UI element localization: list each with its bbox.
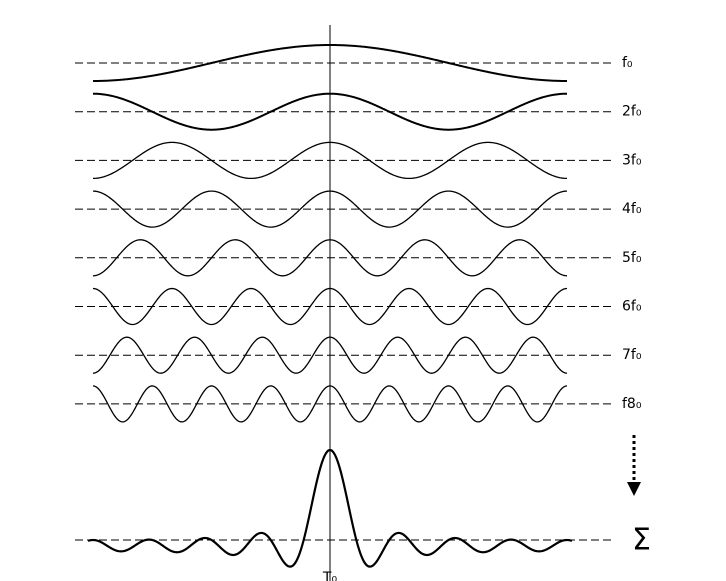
sum-wave bbox=[87, 448, 573, 568]
harmonic-wave bbox=[92, 385, 568, 423]
sum-label: Σ bbox=[632, 523, 651, 558]
harmonic-wave bbox=[93, 44, 567, 82]
arrow-head bbox=[627, 482, 641, 496]
harmonic-label: 2f₀ bbox=[622, 104, 642, 120]
harmonic-label: f₀ bbox=[622, 55, 633, 71]
harmonic-label: 4f₀ bbox=[622, 201, 642, 217]
time-label: T₀ bbox=[322, 570, 338, 581]
harmonic-label: f8₀ bbox=[622, 396, 642, 412]
harmonic-label: 5f₀ bbox=[622, 250, 642, 266]
harmonic-wave bbox=[92, 336, 568, 374]
harmonic-wave bbox=[92, 239, 568, 277]
harmonic-wave bbox=[92, 141, 568, 180]
harmonic-label: 3f₀ bbox=[622, 152, 642, 168]
harmonic-label: 6f₀ bbox=[622, 299, 642, 315]
harmonic-wave bbox=[92, 92, 568, 131]
harmonic-label: 7f₀ bbox=[622, 347, 642, 363]
harmonic-wave bbox=[92, 287, 568, 326]
harmonic-wave bbox=[92, 190, 568, 228]
